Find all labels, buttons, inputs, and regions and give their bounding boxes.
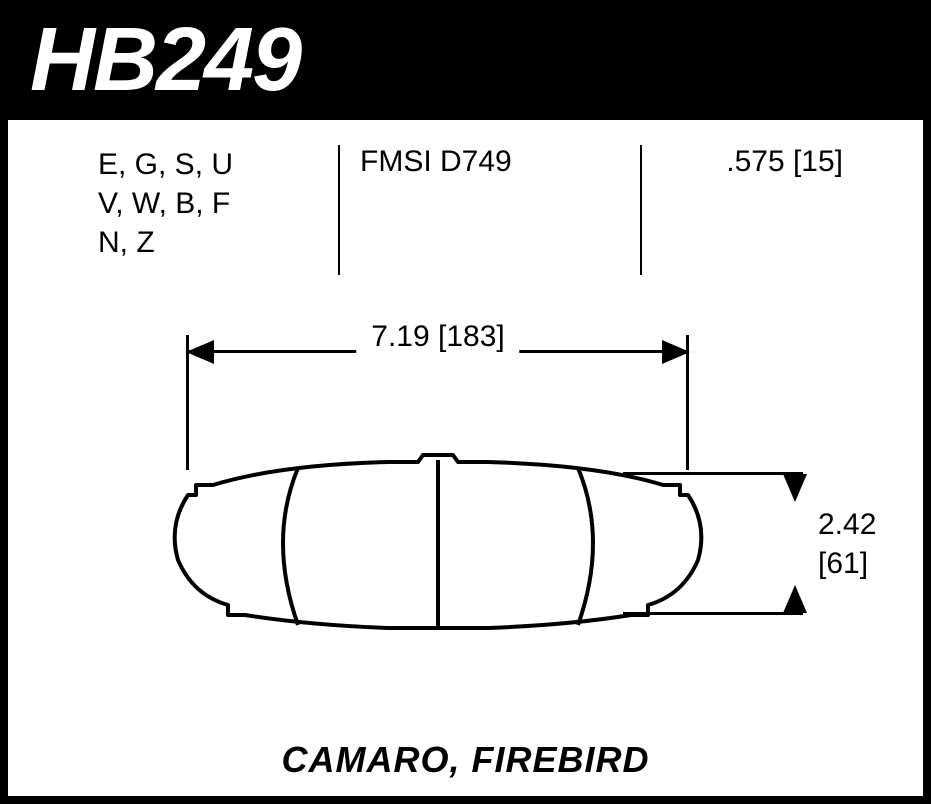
compounds-line: E, G, S, U: [98, 145, 318, 184]
width-label: 7.19 [183]: [356, 320, 519, 354]
brake-pad-outline: [138, 450, 738, 650]
part-number: HB249: [30, 9, 300, 112]
arrow-down-icon: [783, 474, 807, 502]
extension-line: [623, 472, 803, 475]
height-label: 2.42 [61]: [818, 505, 876, 583]
content-frame: E, G, S, U V, W, B, F N, Z FMSI D749 .57…: [0, 120, 931, 804]
arrow-up-icon: [783, 585, 807, 613]
divider: [338, 145, 340, 275]
compounds-line: N, Z: [98, 223, 318, 262]
width-dimension: 7.19 [183]: [188, 320, 688, 380]
thickness-value: .575 [15]: [662, 145, 893, 275]
height-dimension: 2.42 [61]: [763, 450, 883, 630]
arrow-left-icon: [186, 340, 214, 364]
divider: [640, 145, 642, 275]
arrow-right-icon: [662, 340, 690, 364]
diagram-area: 7.19 [183] 2.42 [61]: [8, 320, 923, 700]
header-bar: HB249: [0, 0, 931, 120]
height-inches: 2.42: [818, 505, 876, 544]
compounds-list: E, G, S, U V, W, B, F N, Z: [98, 145, 318, 275]
info-row: E, G, S, U V, W, B, F N, Z FMSI D749 .57…: [8, 120, 923, 275]
height-mm: [61]: [818, 544, 876, 583]
vehicle-applications: CAMARO, FIREBIRD: [8, 739, 923, 781]
compounds-line: V, W, B, F: [98, 184, 318, 223]
fmsi-code: FMSI D749: [360, 145, 620, 275]
extension-line: [623, 612, 803, 615]
